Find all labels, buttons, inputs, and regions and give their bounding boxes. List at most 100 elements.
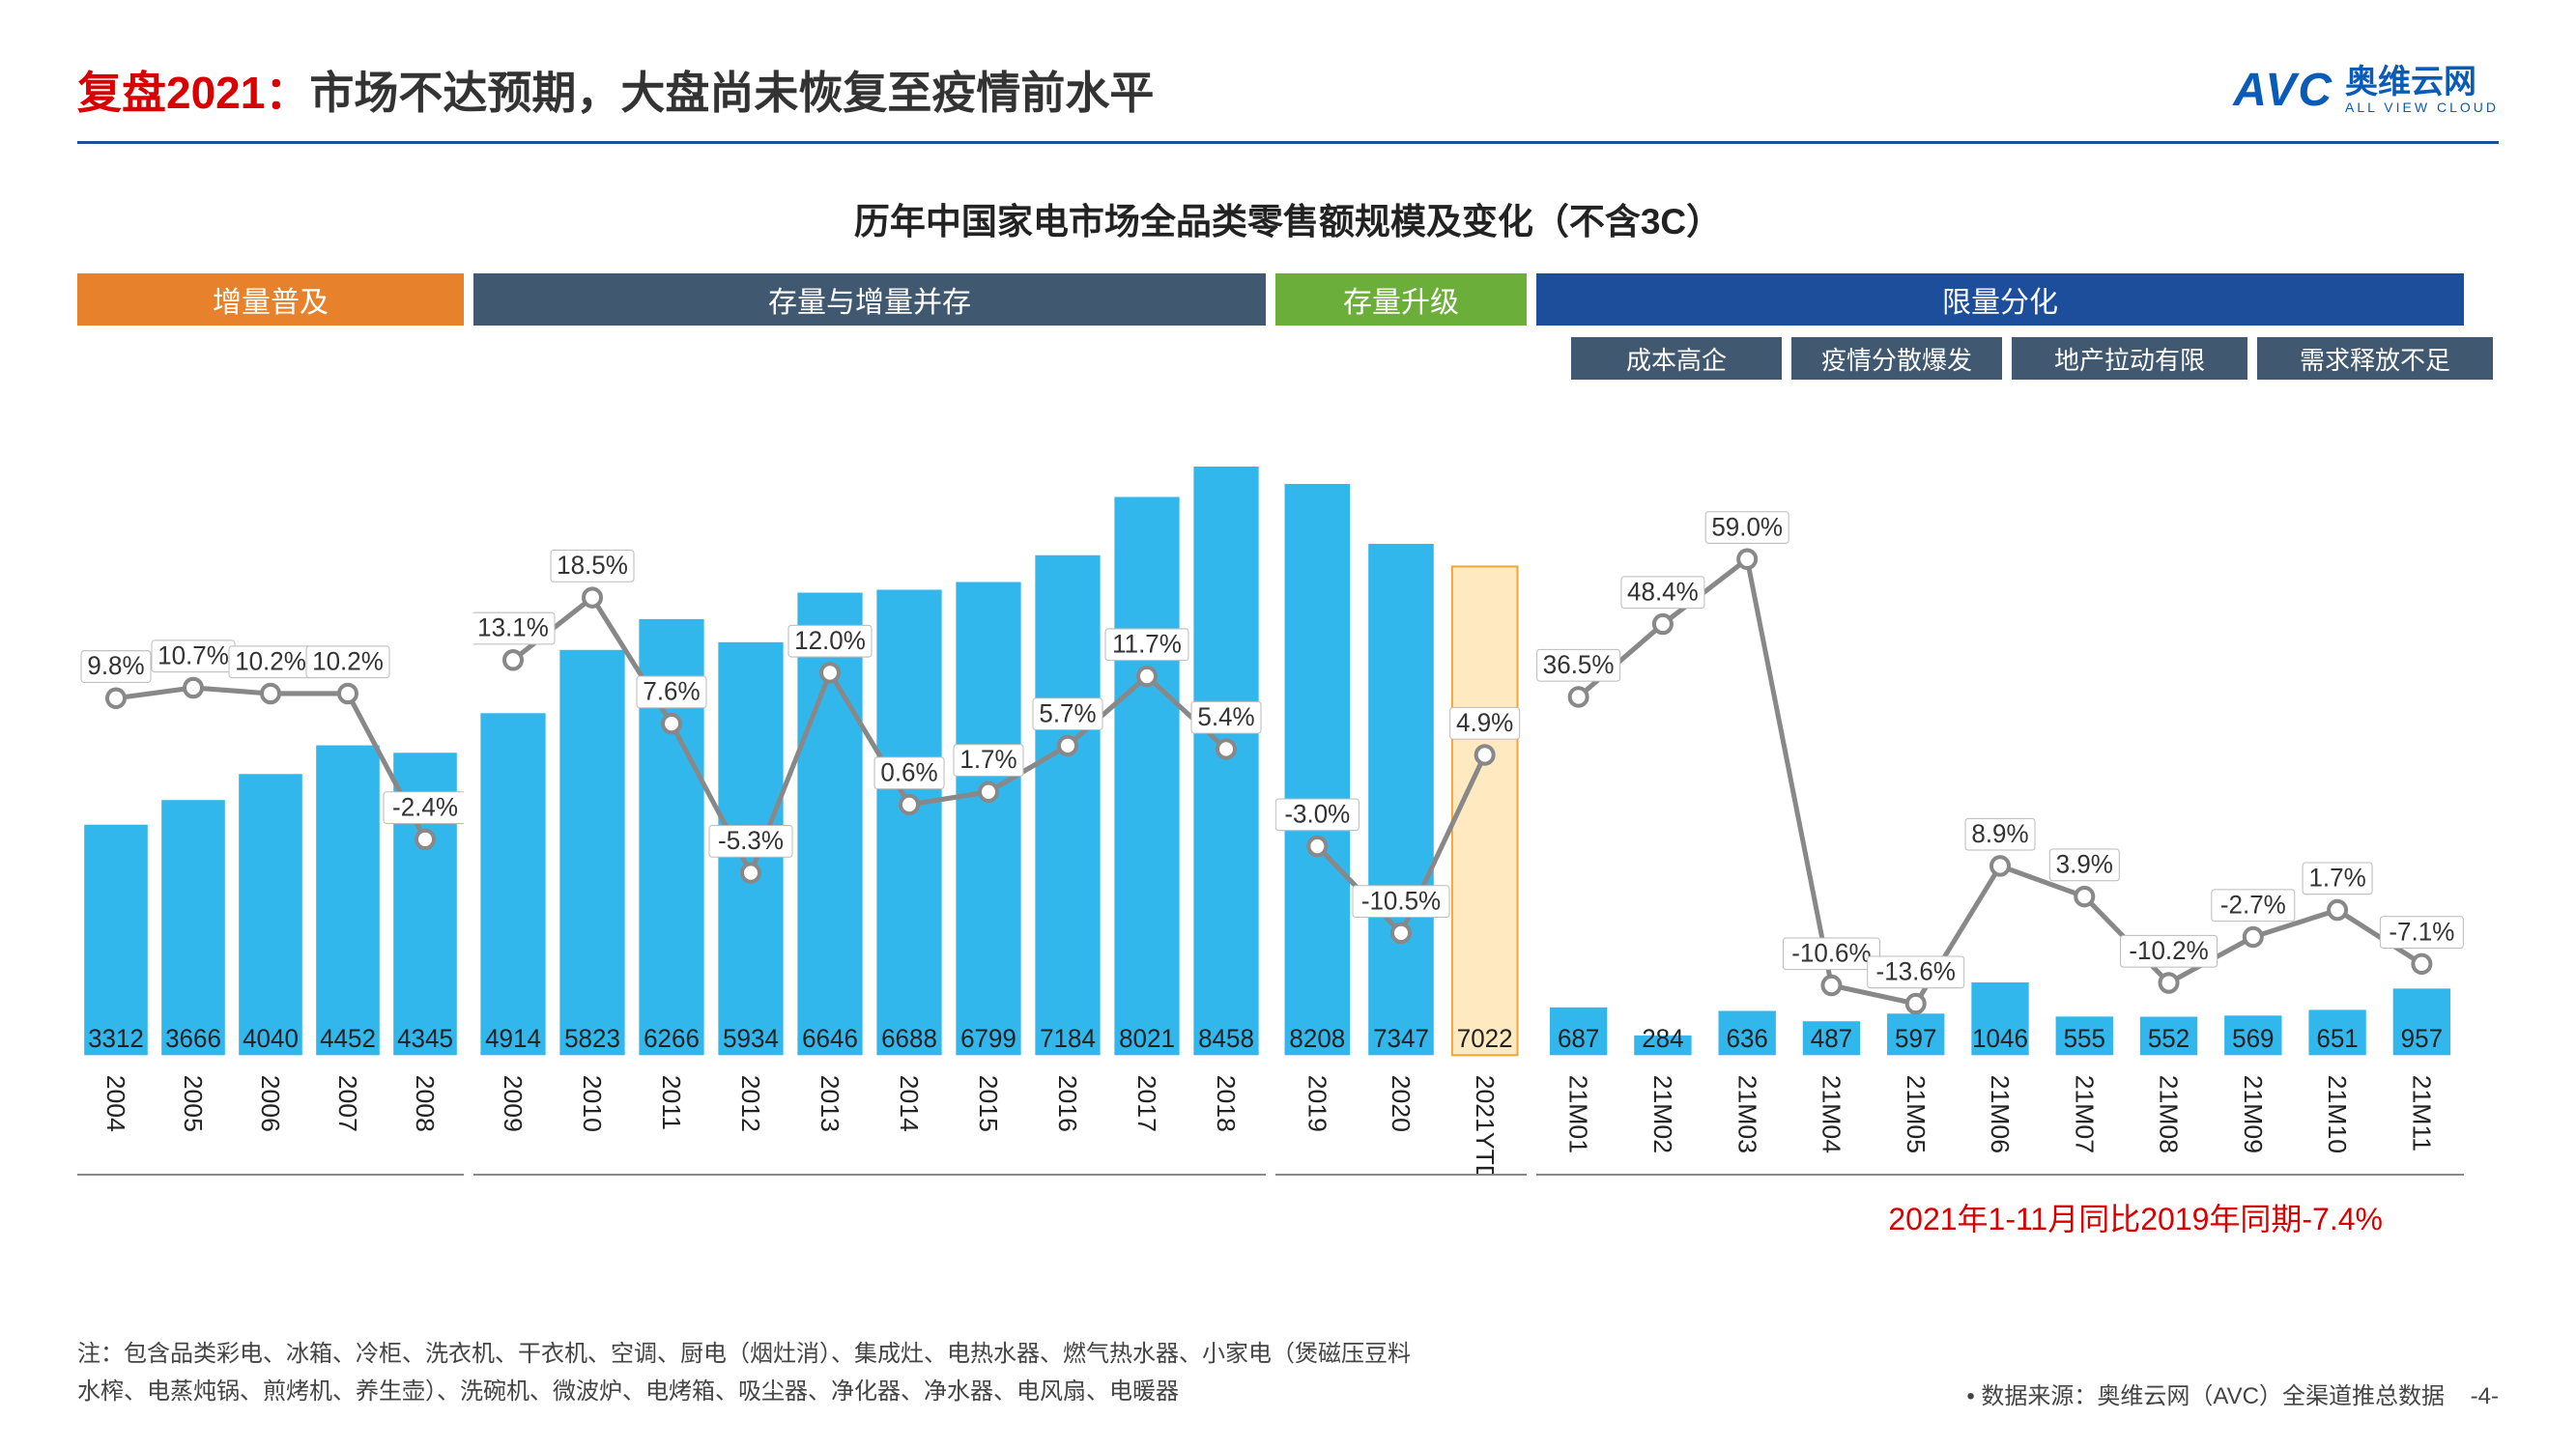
svg-text:687: 687 <box>1558 1024 1599 1053</box>
svg-text:5934: 5934 <box>723 1024 779 1053</box>
svg-text:569: 569 <box>2232 1024 2274 1053</box>
svg-text:12.0%: 12.0% <box>794 626 866 655</box>
svg-text:2013: 2013 <box>816 1075 844 1132</box>
svg-text:-5.3%: -5.3% <box>718 826 784 855</box>
svg-text:2004: 2004 <box>101 1075 130 1132</box>
svg-text:1.7%: 1.7% <box>959 745 1016 774</box>
callout-text: 2021年1-11月同比2019年同期-7.4% <box>1888 1195 2383 1239</box>
svg-text:636: 636 <box>1726 1024 1767 1053</box>
page-number: -4- <box>2471 1383 2499 1409</box>
chart-panel: 68721M0128421M0263621M0348721M0459721M05… <box>1536 384 2464 1176</box>
subphase-row: 成本高企疫情分散爆发地产拉动有限需求释放不足 <box>77 337 2499 380</box>
svg-text:6266: 6266 <box>644 1024 700 1053</box>
svg-text:-13.6%: -13.6% <box>1876 956 1956 985</box>
svg-text:957: 957 <box>2401 1024 2443 1053</box>
svg-text:59.0%: 59.0% <box>1711 512 1783 541</box>
logo-cn: 奥维云网 <box>2345 65 2499 100</box>
phase-row: 增量普及存量与增量并存存量升级限量分化 <box>77 273 2499 326</box>
svg-text:7184: 7184 <box>1040 1024 1096 1053</box>
svg-text:7.6%: 7.6% <box>643 676 700 705</box>
svg-text:2020: 2020 <box>1387 1075 1416 1132</box>
svg-text:2007: 2007 <box>333 1075 362 1132</box>
svg-text:552: 552 <box>2148 1024 2190 1053</box>
chart-panel: 820820197347202070222021YTD-3.0%-10.5%4.… <box>1275 384 1527 1176</box>
svg-text:7022: 7022 <box>1457 1024 1513 1053</box>
svg-text:2016: 2016 <box>1053 1075 1082 1132</box>
svg-text:2017: 2017 <box>1132 1075 1161 1132</box>
svg-text:6688: 6688 <box>881 1024 937 1053</box>
title-red: 复盘2021： <box>77 68 309 118</box>
svg-text:-7.1%: -7.1% <box>2389 917 2454 946</box>
svg-text:21M02: 21M02 <box>1648 1075 1677 1153</box>
svg-text:8208: 8208 <box>1289 1024 1345 1053</box>
footnote: 注：包含品类彩电、冰箱、冷柜、洗衣机、干衣机、空调、厨电（烟灶消）、集成灶、电热… <box>77 1336 1430 1410</box>
svg-text:48.4%: 48.4% <box>1627 577 1699 606</box>
chart-area: 增量普及存量与增量并存存量升级限量分化 成本高企疫情分散爆发地产拉动有限需求释放… <box>77 273 2499 1201</box>
page-title: 复盘2021：市场不达预期，大盘尚未恢复至疫情前水平 <box>77 58 1154 122</box>
phase-label: 增量普及 <box>77 273 464 326</box>
chart-panels: 3312200436662005404020064452200743452008… <box>77 384 2499 1176</box>
svg-text:4345: 4345 <box>397 1024 453 1053</box>
svg-text:4.9%: 4.9% <box>1456 708 1513 737</box>
svg-text:3.9%: 3.9% <box>2056 849 2113 878</box>
svg-text:2011: 2011 <box>657 1075 686 1130</box>
svg-text:21M01: 21M01 <box>1564 1075 1593 1153</box>
svg-text:-2.4%: -2.4% <box>392 792 458 821</box>
svg-text:3312: 3312 <box>88 1024 144 1053</box>
svg-text:10.7%: 10.7% <box>157 640 229 669</box>
svg-text:1.7%: 1.7% <box>2308 863 2365 892</box>
svg-text:2021YTD: 2021YTD <box>1471 1075 1500 1174</box>
svg-text:-10.5%: -10.5% <box>1361 886 1441 915</box>
svg-text:284: 284 <box>1642 1024 1683 1053</box>
svg-text:487: 487 <box>1811 1024 1852 1053</box>
svg-text:2006: 2006 <box>256 1075 285 1132</box>
subphase-label: 需求释放不足 <box>2257 337 2493 380</box>
phase-label: 存量升级 <box>1275 273 1527 326</box>
svg-text:21M11: 21M11 <box>2408 1075 2437 1151</box>
svg-text:21M07: 21M07 <box>2070 1075 2099 1153</box>
svg-text:2010: 2010 <box>578 1075 607 1132</box>
svg-text:18.5%: 18.5% <box>557 551 628 580</box>
svg-text:36.5%: 36.5% <box>1543 650 1615 679</box>
phase-label: 限量分化 <box>1536 273 2464 326</box>
svg-text:2008: 2008 <box>411 1075 440 1132</box>
header: 复盘2021：市场不达预期，大盘尚未恢复至疫情前水平 AVC 奥维云网 ALL … <box>77 58 2499 144</box>
svg-text:10.2%: 10.2% <box>312 646 384 675</box>
svg-text:0.6%: 0.6% <box>880 757 937 786</box>
svg-text:651: 651 <box>2316 1024 2358 1053</box>
svg-text:11.7%: 11.7% <box>1112 629 1182 658</box>
svg-text:2015: 2015 <box>974 1075 1003 1132</box>
title-rest: 市场不达预期，大盘尚未恢复至疫情前水平 <box>309 68 1154 118</box>
svg-text:5823: 5823 <box>564 1024 620 1053</box>
logo-mark: AVC <box>2233 64 2333 117</box>
svg-text:21M04: 21M04 <box>1818 1075 1846 1153</box>
svg-text:2005: 2005 <box>179 1075 208 1132</box>
svg-text:5.7%: 5.7% <box>1039 698 1096 727</box>
footer: 注：包含品类彩电、冰箱、冷柜、洗衣机、干衣机、空调、厨电（烟灶消）、集成灶、电热… <box>77 1336 2499 1410</box>
svg-text:2018: 2018 <box>1212 1075 1241 1132</box>
svg-text:21M09: 21M09 <box>2239 1075 2268 1153</box>
svg-text:2012: 2012 <box>736 1075 765 1132</box>
svg-text:4452: 4452 <box>320 1024 376 1053</box>
svg-text:6646: 6646 <box>802 1024 858 1053</box>
subphase-label: 地产拉动有限 <box>2012 337 2247 380</box>
chart-panel: 4914200958232010626620115934201266462013… <box>473 384 1266 1176</box>
svg-text:21M03: 21M03 <box>1732 1075 1761 1153</box>
phase-label: 存量与增量并存 <box>473 273 1266 326</box>
svg-text:21M06: 21M06 <box>1986 1075 2015 1153</box>
svg-text:5.4%: 5.4% <box>1197 702 1254 731</box>
svg-text:6799: 6799 <box>960 1024 1016 1053</box>
svg-text:8458: 8458 <box>1198 1024 1254 1053</box>
brand-logo: AVC 奥维云网 ALL VIEW CLOUD <box>2233 64 2499 117</box>
svg-text:10.2%: 10.2% <box>235 646 306 675</box>
subphase-label: 成本高企 <box>1571 337 1782 380</box>
svg-text:3666: 3666 <box>165 1024 221 1053</box>
logo-en: ALL VIEW CLOUD <box>2345 100 2499 115</box>
svg-text:8021: 8021 <box>1119 1024 1175 1053</box>
svg-text:7347: 7347 <box>1373 1024 1429 1053</box>
svg-text:21M05: 21M05 <box>1902 1075 1931 1153</box>
svg-text:8.9%: 8.9% <box>1971 819 2028 848</box>
svg-text:2019: 2019 <box>1303 1075 1332 1132</box>
svg-text:1046: 1046 <box>1972 1024 2028 1053</box>
svg-text:2014: 2014 <box>895 1075 924 1132</box>
